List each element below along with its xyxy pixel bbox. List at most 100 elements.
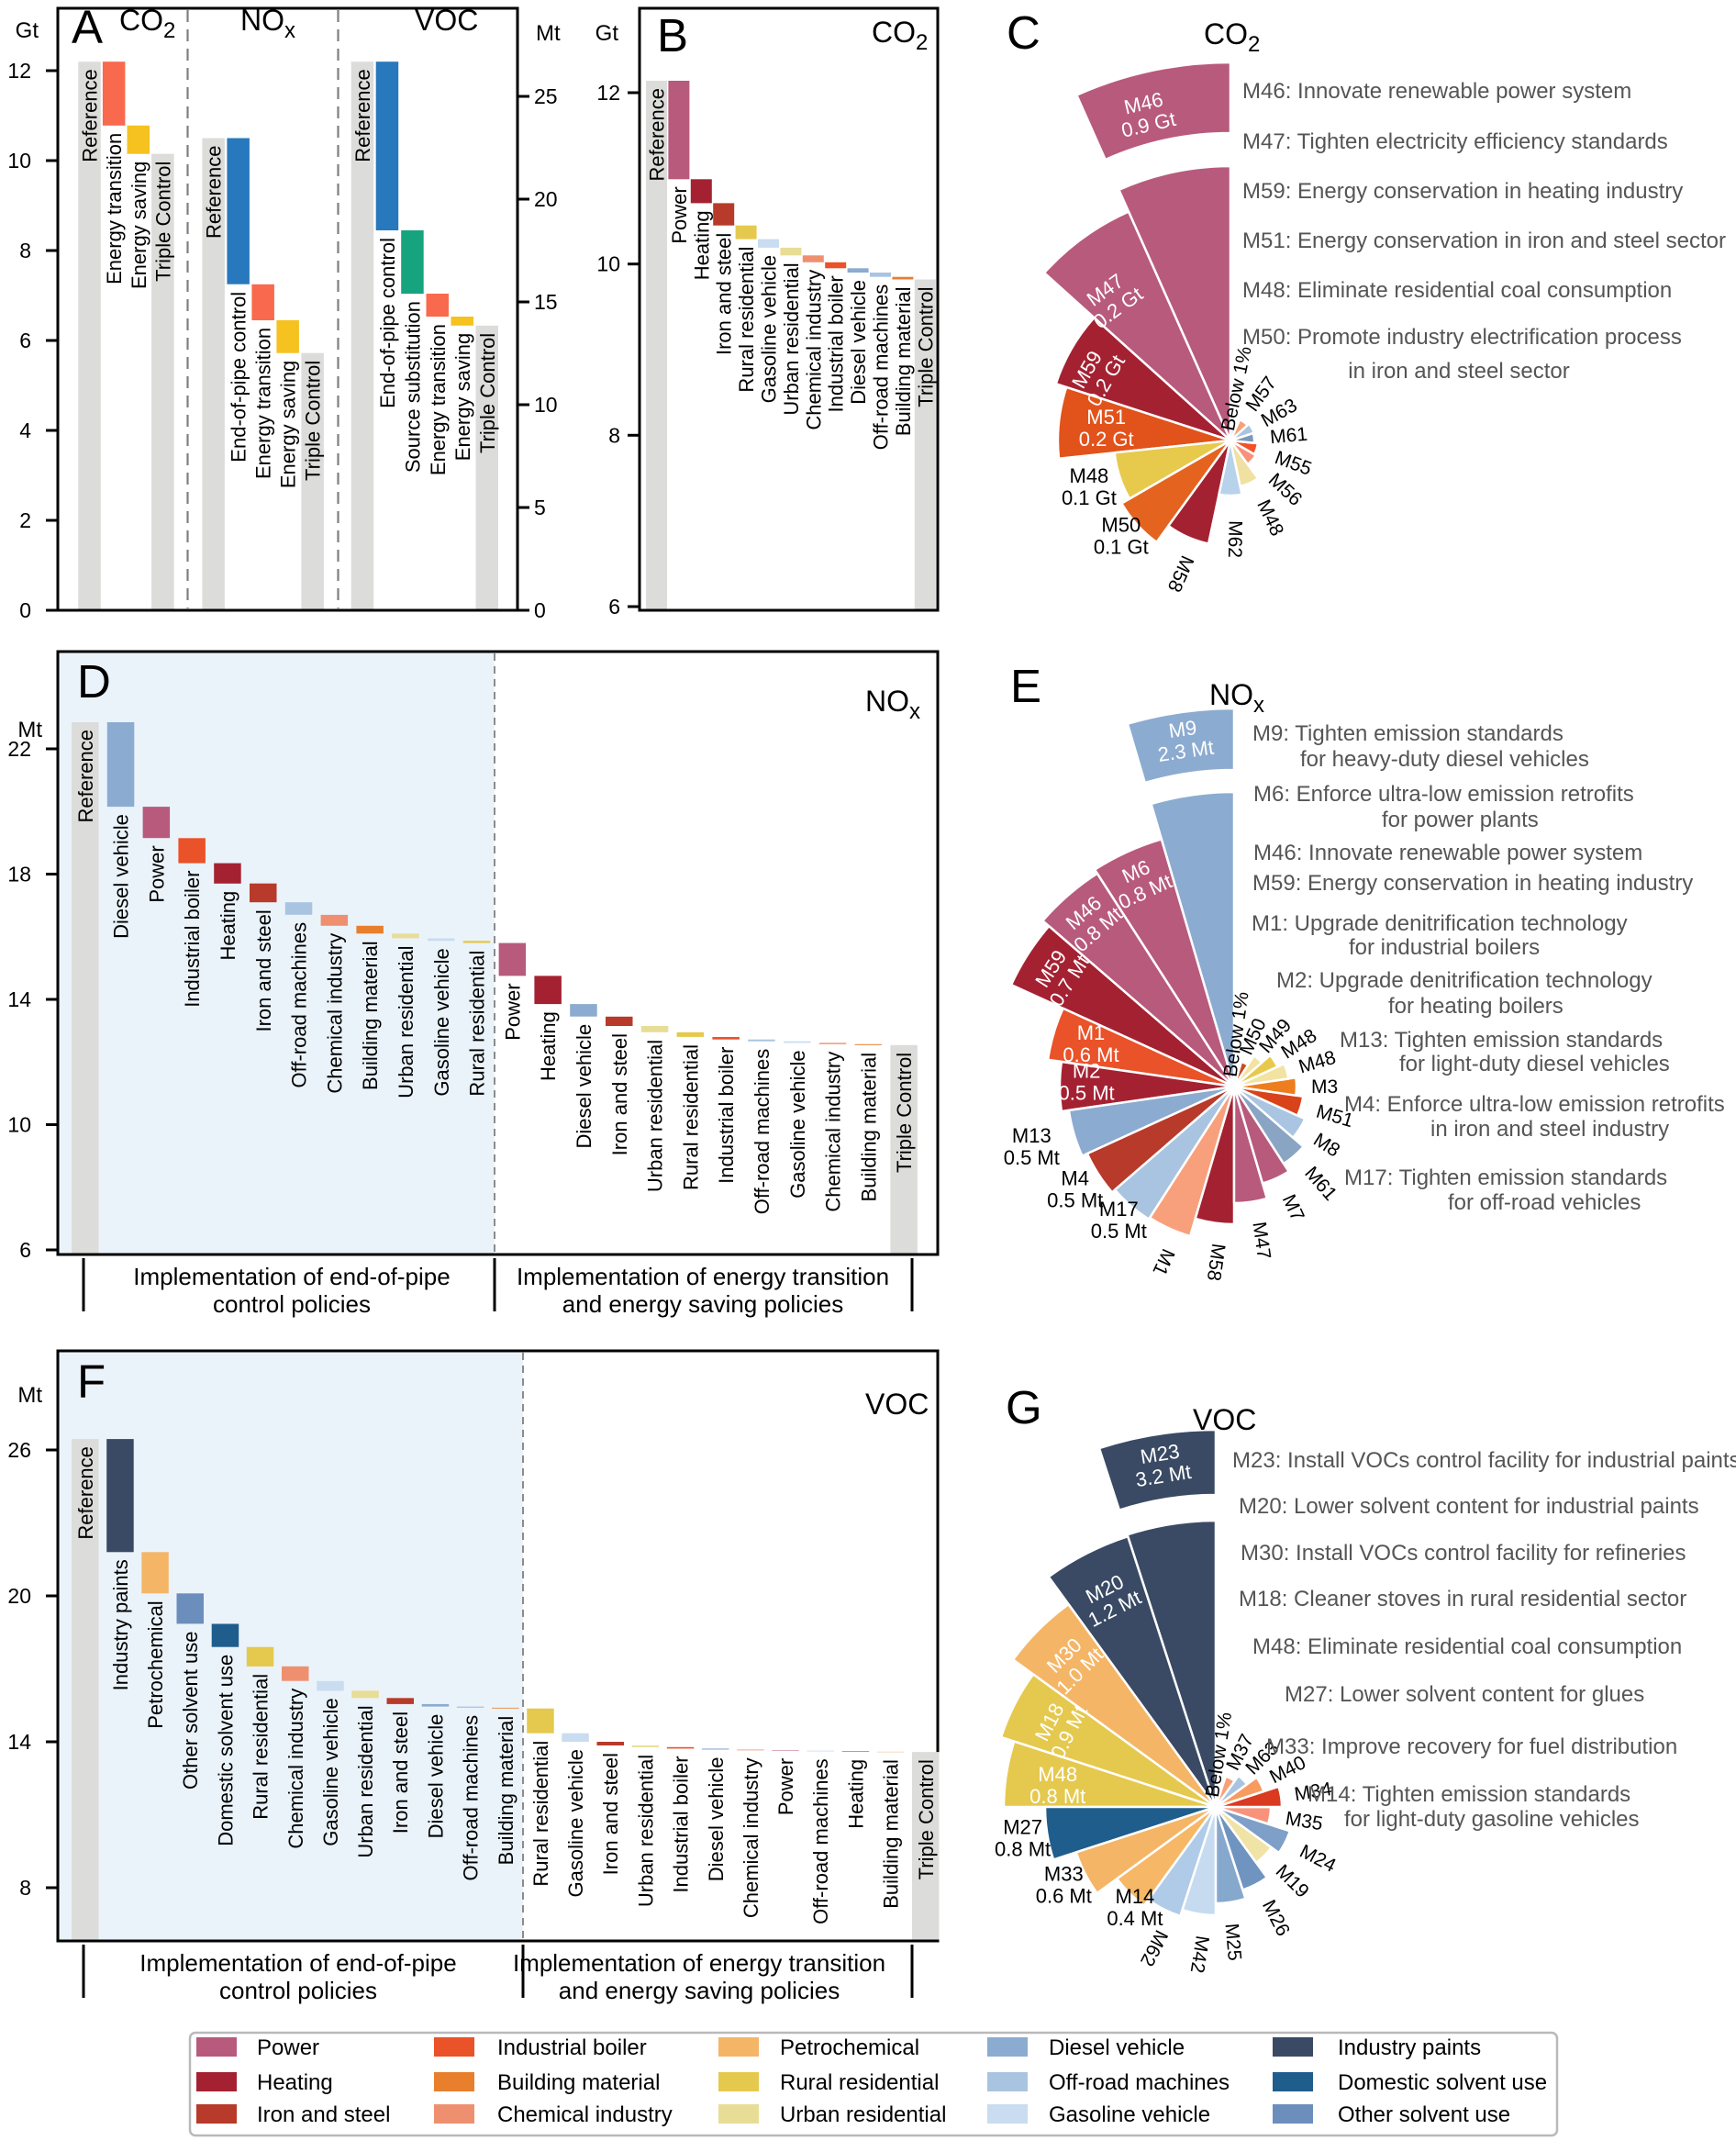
svg-text:M50: Promote industry electrif: M50: Promote industry electrification pr… <box>1242 325 1682 350</box>
svg-text:14: 14 <box>7 1730 31 1754</box>
svg-text:Rural residential: Rural residential <box>780 2070 939 2095</box>
svg-text:0: 0 <box>534 598 546 622</box>
svg-text:0.8 Mt: 0.8 Mt <box>995 1837 1051 1860</box>
svg-text:E: E <box>1010 660 1041 712</box>
svg-text:Industrial boiler: Industrial boiler <box>497 2035 647 2060</box>
svg-text:Diesel vehicle: Diesel vehicle <box>1049 2035 1185 2060</box>
svg-text:Iron and steel: Iron and steel <box>713 233 736 355</box>
svg-text:Rural residential: Rural residential <box>250 1674 273 1820</box>
svg-text:Urban residential: Urban residential <box>780 262 803 415</box>
svg-text:Implementation of energy trans: Implementation of energy transition <box>513 1949 885 1977</box>
svg-text:Rural residential: Rural residential <box>529 1741 552 1887</box>
svg-text:M17: M17 <box>1099 1198 1139 1221</box>
svg-text:Domestic solvent use: Domestic solvent use <box>1338 2070 1547 2095</box>
svg-text:Industrial boiler: Industrial boiler <box>181 871 204 1008</box>
svg-text:15: 15 <box>534 290 558 314</box>
svg-text:Gt: Gt <box>595 21 619 46</box>
svg-text:M27: Lower solvent content for: M27: Lower solvent content for glues <box>1285 1682 1644 1707</box>
svg-text:8: 8 <box>608 423 620 447</box>
svg-text:Urban residential: Urban residential <box>354 1705 377 1857</box>
svg-text:M33: M33 <box>1044 1862 1084 1885</box>
svg-text:M25: M25 <box>1221 1923 1245 1962</box>
svg-text:M51: M51 <box>1086 406 1126 429</box>
svg-text:M19: M19 <box>1272 1861 1313 1902</box>
svg-text:0.5 Mt: 0.5 Mt <box>1004 1146 1060 1169</box>
svg-text:20: 20 <box>7 1584 31 1608</box>
svg-text:in iron and steel sector: in iron and steel sector <box>1348 359 1569 384</box>
svg-text:6: 6 <box>19 329 31 352</box>
svg-text:for power plants: for power plants <box>1382 808 1539 832</box>
svg-text:Implementation of energy trans: Implementation of energy transition <box>517 1263 889 1290</box>
svg-text:Heating: Heating <box>537 1011 560 1081</box>
svg-text:Energy saving: Energy saving <box>277 361 300 488</box>
svg-text:10: 10 <box>7 149 31 173</box>
svg-text:Triple Control: Triple Control <box>302 361 325 481</box>
svg-text:Building material: Building material <box>857 1053 880 1202</box>
svg-text:M20: Lower solvent content for: M20: Lower solvent content for industria… <box>1239 1494 1699 1519</box>
svg-text:0.5 Mt: 0.5 Mt <box>1047 1188 1103 1211</box>
svg-text:Iron and steel: Iron and steel <box>252 909 275 1031</box>
svg-text:M58: M58 <box>1163 552 1198 596</box>
svg-text:0.6 Mt: 0.6 Mt <box>1036 1884 1092 1907</box>
svg-text:VOC: VOC <box>415 4 478 37</box>
svg-text:for light-duty diesel vehicles: for light-duty diesel vehicles <box>1399 1052 1670 1076</box>
svg-text:6: 6 <box>19 1238 31 1262</box>
svg-text:0.5 Mt: 0.5 Mt <box>1059 1081 1115 1104</box>
svg-text:Diesel vehicle: Diesel vehicle <box>573 1024 595 1149</box>
svg-text:M1: M1 <box>1148 1245 1178 1278</box>
svg-text:Chemical industry: Chemical industry <box>497 2102 673 2127</box>
svg-text:End-of-pipe control: End-of-pipe control <box>228 292 250 463</box>
svg-text:Urban residential: Urban residential <box>780 2102 946 2127</box>
svg-text:Off-road machines: Off-road machines <box>870 284 893 451</box>
svg-text:Energy transition: Energy transition <box>427 324 450 475</box>
svg-text:M42: M42 <box>1186 1935 1213 1975</box>
svg-text:Implementation of end-of-pipe: Implementation of end-of-pipe <box>139 1949 456 1977</box>
svg-text:CO2: CO2 <box>1204 17 1260 57</box>
svg-text:Heating: Heating <box>690 210 713 280</box>
svg-text:M58: M58 <box>1203 1243 1230 1283</box>
svg-text:Building material: Building material <box>495 1716 517 1866</box>
svg-text:8: 8 <box>19 239 31 262</box>
svg-text:14: 14 <box>7 987 31 1011</box>
svg-text:Domestic solvent use: Domestic solvent use <box>214 1655 237 1846</box>
svg-text:End-of-pipe control: End-of-pipe control <box>376 238 399 408</box>
svg-text:Mt: Mt <box>536 21 561 46</box>
svg-text:Building material: Building material <box>880 1759 903 1909</box>
svg-text:Mt: Mt <box>17 718 42 742</box>
svg-text:25: 25 <box>534 84 558 108</box>
svg-text:10: 10 <box>7 1113 31 1137</box>
svg-text:Source substitution: Source substitution <box>401 301 424 473</box>
svg-text:Triple Control: Triple Control <box>893 1053 916 1173</box>
svg-text:M46: Innovate renewable power: M46: Innovate renewable power system <box>1253 841 1642 865</box>
svg-text:Other solvent use: Other solvent use <box>179 1632 202 1790</box>
svg-text:M13: Tighten emission standard: M13: Tighten emission standards <box>1340 1028 1663 1053</box>
svg-text:M1: M1 <box>1077 1021 1106 1044</box>
svg-text:Off-road machines: Off-road machines <box>460 1715 483 1881</box>
svg-text:Gasoline vehicle: Gasoline vehicle <box>758 255 781 403</box>
svg-text:control policies: control policies <box>213 1290 371 1318</box>
svg-text:Chemical industry: Chemical industry <box>323 933 346 1094</box>
svg-text:M61: M61 <box>1300 1163 1341 1205</box>
svg-text:B: B <box>657 9 688 61</box>
svg-text:G: G <box>1006 1381 1042 1433</box>
svg-text:6: 6 <box>608 595 620 619</box>
svg-text:0: 0 <box>19 598 31 622</box>
svg-text:Triple Control: Triple Control <box>915 1759 938 1879</box>
svg-text:for heating boilers: for heating boilers <box>1388 994 1564 1019</box>
svg-text:Heating: Heating <box>257 2070 333 2095</box>
svg-text:M17: Tighten emission standard: M17: Tighten emission standards <box>1344 1165 1667 1190</box>
svg-text:Rural residential: Rural residential <box>466 951 489 1097</box>
svg-text:M51: Energy conservation in ir: M51: Energy conservation in iron and ste… <box>1242 229 1726 253</box>
svg-text:Energy transition: Energy transition <box>252 328 275 479</box>
svg-text:Off-road machines: Off-road machines <box>288 922 311 1088</box>
svg-text:12: 12 <box>596 81 620 105</box>
svg-text:Urban residential: Urban residential <box>644 1040 667 1192</box>
svg-text:M4: M4 <box>1061 1166 1089 1189</box>
svg-text:Reference: Reference <box>646 88 669 182</box>
svg-text:M47: M47 <box>1248 1221 1274 1261</box>
svg-text:M14: M14 <box>1116 1885 1155 1908</box>
svg-text:8: 8 <box>19 1876 31 1900</box>
svg-text:Off-road machines: Off-road machines <box>1049 2070 1230 2095</box>
svg-text:0.8 Mt: 0.8 Mt <box>1029 1785 1085 1808</box>
svg-text:M48: M48 <box>1252 496 1287 540</box>
